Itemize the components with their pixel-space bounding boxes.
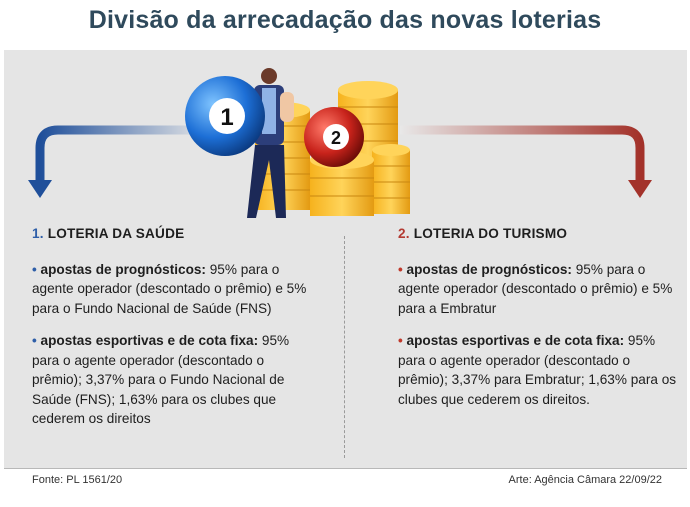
column-divider	[344, 236, 345, 458]
page-title: Divisão da arrecadação das novas loteria…	[88, 6, 602, 34]
blue-arrow-icon	[28, 125, 210, 198]
left-heading: 1. LOTERIA DA SAÚDE	[32, 224, 312, 244]
left-item-2-lead: apostas esportivas e de cota fixa:	[40, 333, 259, 348]
illustration: 1 2	[28, 68, 652, 218]
bullet-icon: •	[398, 333, 403, 348]
right-item-2-text: 95% para o agente operador (descontado o…	[398, 333, 677, 407]
ball-1-label: 1	[220, 104, 233, 131]
right-heading-number: 2.	[398, 226, 410, 241]
lottery-ball-1-icon: 1	[185, 76, 265, 156]
bullet-icon: •	[398, 261, 403, 277]
bullet-icon: •	[32, 333, 37, 348]
footer-divider	[4, 468, 687, 469]
left-item-1: • apostas de prognósticos: 95% para o ag…	[32, 260, 312, 319]
left-item-1-lead: apostas de prognósticos:	[40, 261, 206, 277]
right-item-1: • apostas de prognósticos: 95% para o ag…	[398, 260, 678, 319]
left-column: 1. LOTERIA DA SAÚDE • apostas de prognós…	[32, 224, 312, 442]
ball-2-label: 2	[331, 128, 341, 148]
left-heading-number: 1.	[32, 226, 44, 241]
left-item-1-text: 95% para o agente operador (descontado o…	[32, 261, 307, 316]
left-item-2: • apostas esportivas e de cota fixa: 95%…	[32, 331, 312, 429]
right-heading: 2. LOTERIA DO TURISMO	[398, 224, 678, 244]
right-item-2-lead: apostas esportivas e de cota fixa:	[406, 333, 625, 348]
left-item-2-text: 95% para o agente operador (descontado o…	[32, 333, 290, 426]
source-note: Fonte: PL 1561/20	[32, 474, 123, 486]
left-heading-label: LOTERIA DA SAÚDE	[47, 226, 185, 241]
right-item-1-lead: apostas de prognósticos:	[406, 261, 572, 277]
right-item-1-text: 95% para o agente operador (descontado o…	[398, 261, 673, 316]
red-arrow-icon	[400, 125, 652, 198]
art-credit: Arte: Agência Câmara 22/09/22	[508, 474, 662, 486]
right-column: 2. LOTERIA DO TURISMO • apostas de progn…	[398, 224, 678, 422]
right-heading-label: LOTERIA DO TURISMO	[413, 226, 568, 241]
person-icon	[247, 68, 294, 218]
bullet-icon: •	[32, 261, 37, 277]
lottery-ball-2-icon: 2	[304, 107, 364, 167]
right-item-2: • apostas esportivas e de cota fixa: 95%…	[398, 331, 678, 409]
